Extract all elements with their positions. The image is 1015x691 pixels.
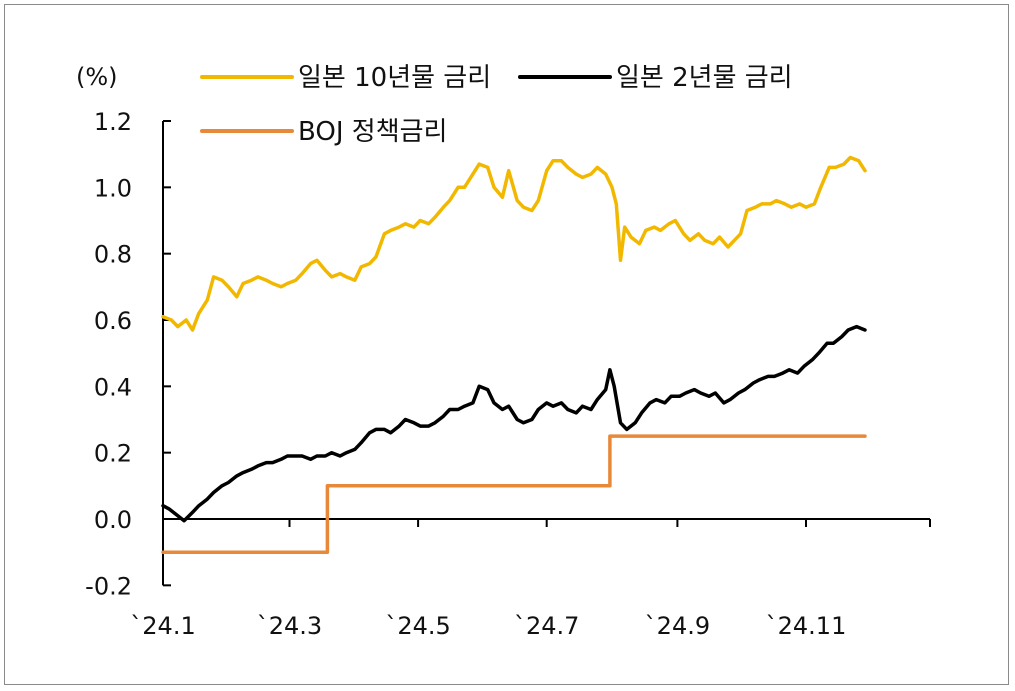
y-tick-label: -0.2 [85, 572, 132, 600]
y-axis-unit-label: (%) [76, 63, 118, 91]
legend-label-boj: BOJ 정책금리 [298, 117, 447, 147]
x-tick-label: `24.11 [766, 612, 847, 640]
x-tick-label: `24.5 [385, 612, 450, 640]
x-tick-label: `24.1 [130, 612, 195, 640]
x-axis: `24.1 `24.3 `24.5 `24.7 `24.9 `24.11 [130, 518, 931, 640]
chart-frame [4, 4, 1009, 685]
series-line-2y [161, 324, 867, 523]
series-line-10y [161, 155, 867, 332]
y-tick-label: 0.4 [94, 373, 132, 401]
legend-label-2y: 일본 2년물 금리 [616, 63, 793, 93]
legend-label-10y: 일본 10년물 금리 [298, 63, 491, 93]
y-tick-label: 0.0 [94, 506, 132, 534]
y-tick-label: 0.8 [94, 241, 132, 269]
x-tick-label: `24.7 [514, 612, 579, 640]
y-tick-label: 1.0 [94, 174, 132, 202]
y-axis: 1.2 1.0 0.8 0.6 0.4 0.2 0.0 -0.2 [85, 108, 171, 600]
y-tick-label: 1.2 [94, 108, 132, 136]
x-tick-label: `24.3 [257, 612, 322, 640]
y-tick-label: 0.2 [94, 440, 132, 468]
series-lines [161, 155, 867, 554]
x-tick-label: `24.9 [645, 612, 710, 640]
legend: 일본 10년물 금리 일본 2년물 금리 BOJ 정책금리 [200, 63, 793, 147]
y-tick-label: 0.6 [94, 307, 132, 335]
series-line-boj [161, 434, 867, 554]
